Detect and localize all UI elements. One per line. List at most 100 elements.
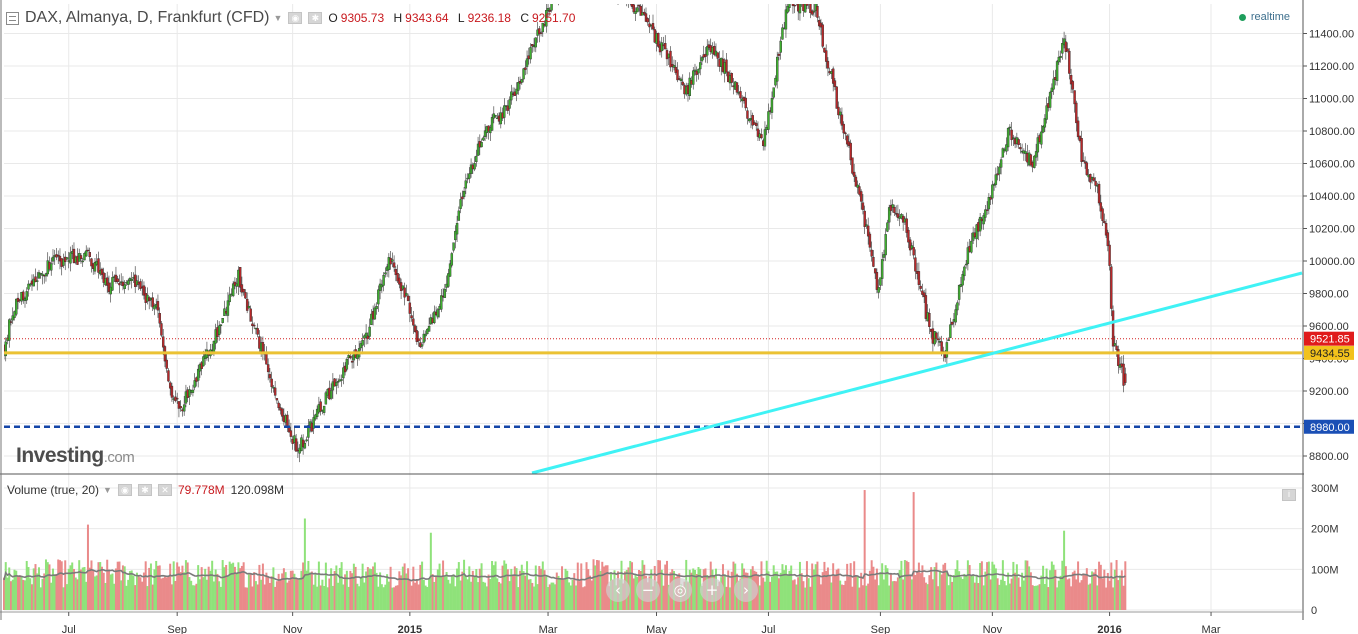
volume-bar <box>305 570 308 610</box>
volume-bar <box>1117 580 1120 610</box>
volume-bar <box>113 583 116 610</box>
volume-bar <box>1029 572 1032 610</box>
navigation-controls[interactable]: ‹ − ◎ + › <box>606 578 758 602</box>
candle-body <box>202 356 205 367</box>
collapse-icon[interactable] <box>6 11 19 25</box>
chevron-down-icon[interactable]: ▼ <box>273 13 283 23</box>
volume-bar <box>373 562 376 610</box>
volume-bar <box>865 585 868 610</box>
volume-bar <box>477 582 480 610</box>
candle-body <box>392 262 396 268</box>
volume-bar <box>863 490 866 610</box>
candle-body <box>781 27 784 40</box>
candle-body <box>992 184 996 186</box>
volume-bar <box>457 562 460 610</box>
volume-bar <box>438 563 441 610</box>
volume-bar <box>938 570 941 610</box>
volume-bar <box>111 573 114 610</box>
candle-body <box>62 259 65 266</box>
volume-bar <box>903 560 906 610</box>
volume-bar <box>888 585 891 610</box>
candle-body <box>859 191 863 202</box>
close-icon[interactable]: ✕ <box>157 484 172 496</box>
volume-title[interactable]: Volume (true, 20) <box>7 483 100 497</box>
zoom-in-icon <box>700 578 724 602</box>
volume-bar <box>365 571 368 610</box>
volume-bar <box>590 580 593 610</box>
zoom-in-button[interactable]: + <box>700 578 724 602</box>
candle-body <box>538 28 541 35</box>
candle-body <box>364 332 368 338</box>
scroll-right-icon <box>734 578 758 602</box>
volume-bar <box>394 585 397 610</box>
settings-icon[interactable]: ✱ <box>308 12 323 24</box>
volume-bar <box>853 561 856 610</box>
volume-bar <box>473 576 476 610</box>
volume-bar <box>529 579 532 610</box>
low-value: 9236.18 <box>467 11 511 25</box>
candle-body <box>457 210 461 221</box>
volume-bar <box>982 585 985 610</box>
volume-bar <box>916 572 919 610</box>
volume-bar <box>456 568 459 610</box>
zoom-out-button[interactable]: − <box>636 578 660 602</box>
volume-bar <box>330 568 333 610</box>
volume-bar <box>1024 560 1027 610</box>
candle-body <box>9 321 13 323</box>
chevron-down-icon[interactable]: ▼ <box>103 485 112 495</box>
volume-bar <box>1033 586 1036 610</box>
candle-body <box>963 266 966 277</box>
eye-icon[interactable]: ◉ <box>117 484 132 496</box>
candle-body <box>805 4 809 6</box>
volume-bar <box>791 580 794 610</box>
candle-body <box>767 111 770 130</box>
volume-bar <box>386 574 389 610</box>
candle-body <box>247 305 251 309</box>
volume-bar <box>99 562 102 610</box>
y-tick-label: 10800.00 <box>1309 126 1355 138</box>
volume-bar <box>181 565 184 610</box>
candle-body <box>845 135 849 145</box>
candle-body <box>810 10 814 15</box>
volume-bar <box>146 586 149 610</box>
candle-body <box>476 143 480 156</box>
volume-bar <box>664 564 667 610</box>
volume-bar <box>891 581 894 610</box>
candle-body <box>935 332 938 339</box>
candle-body <box>905 218 908 233</box>
volume-bar <box>328 578 331 610</box>
candle-body <box>801 0 803 2</box>
scroll-right-button[interactable]: › <box>734 578 758 602</box>
info-icon[interactable]: i <box>1282 488 1296 501</box>
volume-bar <box>531 582 534 610</box>
volume-bar <box>1028 566 1031 610</box>
candle-body <box>459 199 462 209</box>
volume-bar <box>380 584 383 610</box>
reset-zoom-button[interactable]: ◎ <box>668 578 692 602</box>
pane-settings-button[interactable]: i <box>1282 484 1296 502</box>
x-tick-label: Nov <box>283 624 303 634</box>
volume-bar <box>1070 586 1073 610</box>
volume-bar <box>979 562 982 610</box>
volume-bar <box>569 585 572 610</box>
volume-bar <box>58 560 61 610</box>
settings-icon[interactable]: ✱ <box>137 484 152 496</box>
volume-bar <box>1103 569 1106 610</box>
volume-bar <box>951 581 954 610</box>
volume-bar <box>959 577 962 610</box>
volume-bar <box>275 581 278 610</box>
candle-body <box>985 209 989 211</box>
candle-body <box>391 259 394 262</box>
volume-bar <box>106 559 109 610</box>
volume-bar <box>382 587 385 610</box>
candle-body <box>669 50 672 68</box>
scroll-left-button[interactable]: ‹ <box>606 578 630 602</box>
volume-bar <box>763 581 766 610</box>
volume-bar <box>165 577 168 610</box>
eye-icon[interactable]: ◉ <box>288 12 303 24</box>
candle-body <box>529 47 532 60</box>
open-value: 9305.73 <box>340 11 385 25</box>
chart-title[interactable]: DAX, Almanya, D, Frankfurt (CFD) <box>25 9 270 26</box>
drawn-lines[interactable] <box>4 271 1303 475</box>
